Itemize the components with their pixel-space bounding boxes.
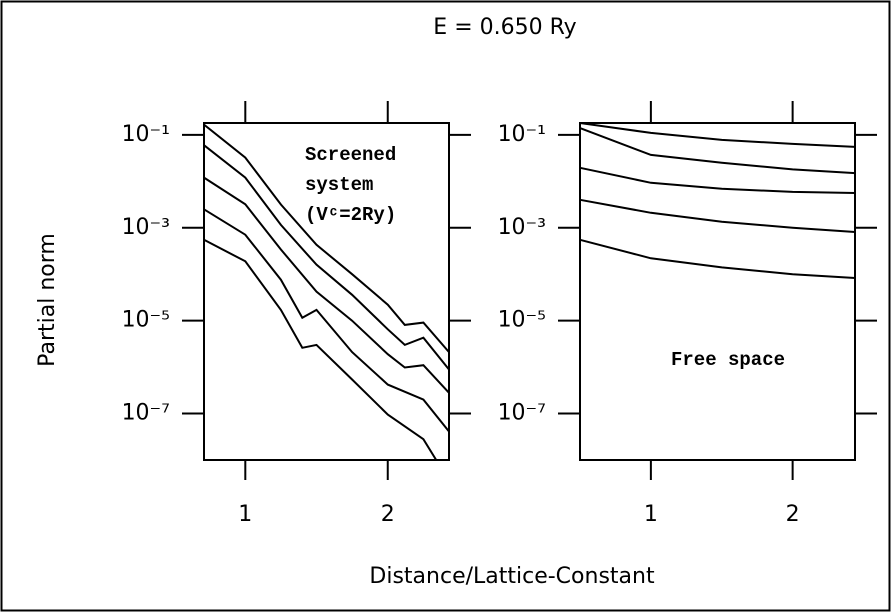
y-tick-label: 10⁻³ — [498, 215, 546, 240]
series-line — [579, 127, 856, 175]
y-tick-label: 10⁻⁷ — [498, 401, 546, 426]
x-tick-label: 2 — [381, 502, 395, 527]
y-tick-label: 10⁻⁵ — [498, 308, 546, 333]
series-line — [203, 144, 450, 371]
y-tick-label: 10⁻¹ — [498, 122, 546, 147]
annotation: system — [305, 174, 373, 196]
y-tick-label: 10⁻⁷ — [122, 401, 170, 426]
chart-title: E = 0.650 Ry — [433, 15, 576, 40]
y-axis-label: Partial norm — [35, 233, 60, 367]
annotation: Screened — [305, 144, 396, 166]
x-tick-label: 2 — [786, 502, 800, 527]
series-line — [203, 176, 450, 394]
x-axis-label: Distance/Lattice-Constant — [369, 564, 655, 589]
series-line — [579, 238, 856, 279]
x-tick-label: 1 — [238, 502, 252, 527]
y-tick-label: 10⁻³ — [122, 215, 170, 240]
series-line — [203, 123, 450, 353]
plot-frame — [579, 122, 856, 461]
annotation: Free space — [671, 349, 785, 371]
series-line — [203, 208, 450, 433]
series-line — [203, 238, 438, 461]
y-tick-label: 10⁻¹ — [122, 122, 170, 147]
x-tick-label: 1 — [644, 502, 658, 527]
series-line — [579, 122, 856, 148]
series-line — [579, 198, 856, 233]
plot-frame — [203, 122, 450, 461]
series-line — [579, 166, 856, 194]
annotation: (Vᶜ=2Ry) — [305, 204, 396, 226]
y-tick-label: 10⁻⁵ — [122, 308, 170, 333]
